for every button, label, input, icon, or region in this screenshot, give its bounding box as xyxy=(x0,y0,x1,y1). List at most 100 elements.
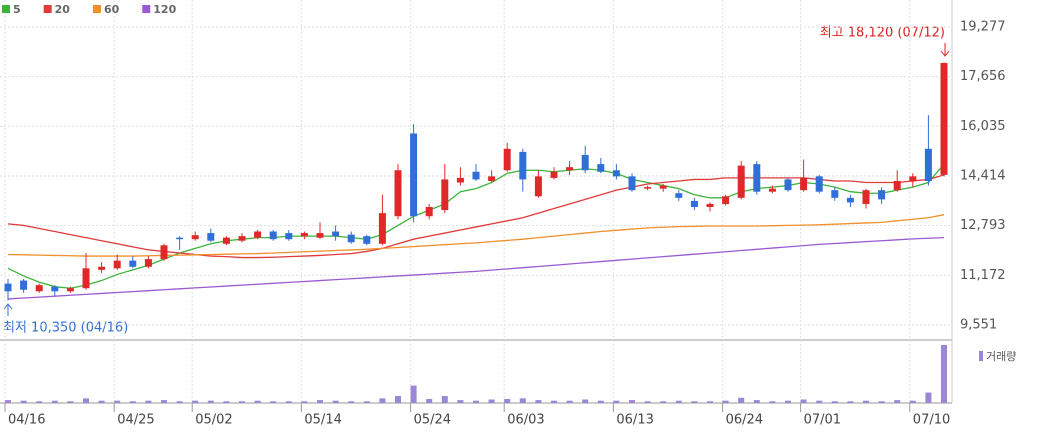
volume-bar xyxy=(629,400,635,403)
y-tick-label: 12,793 xyxy=(960,218,1006,233)
volume-bar xyxy=(5,400,11,403)
candle-body xyxy=(846,197,854,203)
candle-body xyxy=(909,176,917,181)
volume-bar xyxy=(816,400,823,403)
candle-body xyxy=(722,196,730,204)
candle-body xyxy=(784,179,792,191)
legend-label: 60 xyxy=(104,3,120,16)
volume-bar xyxy=(582,399,589,403)
legend-label: 5 xyxy=(13,3,21,16)
candle-body xyxy=(706,203,714,208)
candle-body xyxy=(332,231,340,237)
x-tick-label: 05/02 xyxy=(195,413,232,428)
legend-swatch xyxy=(92,5,101,13)
legend-label: 20 xyxy=(55,3,71,16)
volume-bar xyxy=(738,397,745,403)
x-tick-label: 06/24 xyxy=(726,413,763,428)
volume-bar xyxy=(223,401,230,403)
candle-body xyxy=(768,188,776,192)
volume-bar xyxy=(504,398,511,403)
legend-swatch xyxy=(142,5,151,13)
candle-body xyxy=(675,193,683,198)
candle-body xyxy=(659,185,667,189)
candle-body xyxy=(129,260,137,267)
volume-bar xyxy=(769,401,776,403)
candle-body xyxy=(456,177,464,183)
volume-bar xyxy=(410,385,417,403)
low-arrow-head xyxy=(3,303,13,310)
candle-body xyxy=(862,190,870,204)
volume-bar xyxy=(925,392,932,403)
legend-swatch xyxy=(2,5,10,13)
volume-bar xyxy=(878,401,885,403)
candle-body xyxy=(300,233,308,237)
volume-bar xyxy=(691,401,698,403)
candle-body xyxy=(51,286,59,292)
candle-body xyxy=(815,176,823,192)
y-tick-label: 14,414 xyxy=(960,168,1006,183)
candle-body xyxy=(441,179,449,211)
volume-bar xyxy=(51,400,58,403)
volume-bar xyxy=(254,400,261,403)
x-tick-label: 04/25 xyxy=(117,413,154,428)
volume-bar xyxy=(597,400,604,403)
volume-bar xyxy=(83,398,89,403)
candle-body xyxy=(831,190,839,198)
candle-body xyxy=(378,213,386,244)
volume-bar xyxy=(145,400,152,403)
candle-body xyxy=(238,236,246,241)
volume-bar xyxy=(270,401,277,403)
candle-body xyxy=(269,231,277,240)
volume-bar xyxy=(332,400,339,403)
volume-bar xyxy=(722,400,729,403)
volume-bar xyxy=(207,400,214,403)
x-tick-label: 07/10 xyxy=(913,413,950,428)
candle-body xyxy=(347,234,355,243)
volume-bar xyxy=(348,401,355,403)
candle-body xyxy=(597,164,605,172)
candle-body xyxy=(800,177,808,191)
x-tick-label: 05/24 xyxy=(414,413,451,428)
volume-bar xyxy=(941,345,947,403)
candle-body xyxy=(285,233,293,240)
volume-bar xyxy=(395,396,401,403)
high-annotation: 최고 18,120 (07/12) xyxy=(820,26,945,41)
candle-body xyxy=(628,176,636,191)
y-tick-label: 11,172 xyxy=(960,268,1006,283)
y-tick-label: 19,277 xyxy=(960,19,1006,34)
candle-body xyxy=(940,63,948,175)
candle-body xyxy=(176,237,184,240)
high-arrow-head xyxy=(940,50,950,57)
x-tick-label: 06/13 xyxy=(616,413,653,428)
candle-body xyxy=(82,268,90,289)
candle-body xyxy=(893,180,901,191)
candle-body xyxy=(316,233,324,238)
volume-bar xyxy=(566,400,573,403)
y-tick-label: 17,656 xyxy=(960,69,1006,84)
volume-bar xyxy=(909,400,916,403)
volume-bar xyxy=(519,398,526,403)
volume-bar xyxy=(67,401,74,403)
volume-bar xyxy=(457,400,464,403)
candle-body xyxy=(534,176,542,197)
volume-bar xyxy=(285,401,292,403)
volume-bar xyxy=(98,400,105,403)
volume-bar xyxy=(535,400,542,403)
candle-body xyxy=(410,133,418,217)
volume-bar xyxy=(753,400,760,403)
volume-bar xyxy=(441,396,448,403)
candle-body xyxy=(20,280,28,290)
volume-bar xyxy=(785,400,791,403)
volume-bar xyxy=(239,401,245,403)
candle-body xyxy=(472,171,480,180)
candle-body xyxy=(66,288,74,292)
candle-body xyxy=(394,170,402,217)
candle-body xyxy=(566,167,574,171)
volume-bar xyxy=(161,400,167,403)
candle-body xyxy=(363,236,371,244)
volume-bar xyxy=(317,400,323,403)
candle-body xyxy=(690,200,698,208)
candle-body xyxy=(581,154,589,171)
low-annotation: 최저 10,350 (04/16) xyxy=(3,321,128,336)
candle-body xyxy=(4,283,12,292)
